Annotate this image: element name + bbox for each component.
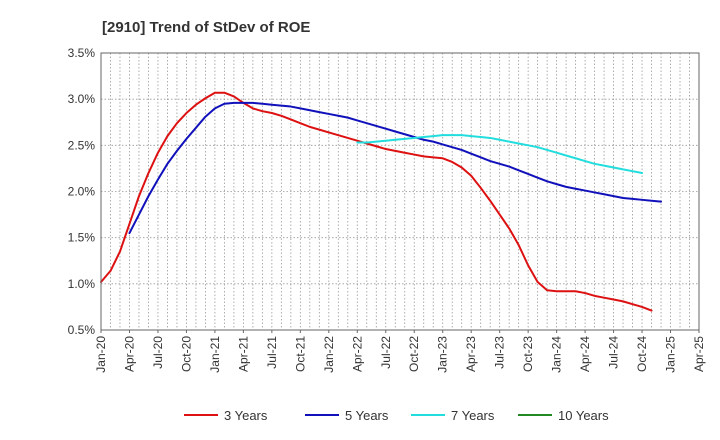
x-tick-label: Apr-21 — [236, 336, 250, 372]
y-tick-label: 1.0% — [68, 277, 96, 291]
x-tick-label: Jan-21 — [208, 336, 222, 373]
x-tick-label: Apr-23 — [464, 336, 478, 372]
x-tick-label: Jul-24 — [607, 336, 621, 369]
x-tick-label: Jul-23 — [493, 336, 507, 369]
x-tick-label: Oct-23 — [521, 336, 535, 372]
x-tick-label: Jul-21 — [265, 336, 279, 369]
x-tick-label: Jul-20 — [151, 336, 165, 369]
x-tick-label: Apr-22 — [350, 336, 364, 372]
x-tick-label: Jan-24 — [550, 336, 564, 373]
grid — [101, 53, 699, 330]
y-tick-label: 0.5% — [68, 323, 96, 337]
legend-label: 5 Years — [345, 408, 389, 423]
series-line-7-years — [356, 134, 644, 175]
x-tick-label: Apr-24 — [578, 336, 592, 372]
x-tick-label: Oct-24 — [635, 336, 649, 372]
x-tick-label: Oct-22 — [407, 336, 421, 372]
y-tick-label: 1.5% — [68, 231, 96, 245]
chart-title: [2910] Trend of StDev of ROE — [102, 19, 310, 36]
legend-label: 7 Years — [451, 408, 495, 423]
x-axis: Jan-20 Apr-20 Jul-20 Oct-20 Jan-21 Apr-21 Jul-… — [94, 330, 706, 373]
x-tick-label: Apr-25 — [692, 336, 706, 372]
x-tick-label: Jan-23 — [436, 336, 450, 373]
x-tick-label: Jan-20 — [94, 336, 108, 373]
plot-border — [100, 52, 700, 331]
x-tick-label: Jan-25 — [664, 336, 678, 373]
y-axis: 0.5% 1.0% 1.5% 2.0% 2.5% 3.0% 3.5% — [68, 46, 96, 337]
x-tick-label: Oct-21 — [293, 336, 307, 372]
y-tick-label: 2.5% — [68, 138, 96, 152]
series-lines — [100, 91, 663, 312]
y-tick-label: 3.0% — [68, 92, 96, 106]
series-line-5-years — [128, 101, 663, 235]
y-tick-label: 2.0% — [68, 185, 96, 199]
x-tick-label: Jul-22 — [379, 336, 393, 369]
x-tick-label: Apr-20 — [122, 336, 136, 372]
x-tick-label: Oct-20 — [179, 336, 193, 372]
legend-label: 10 Years — [558, 408, 609, 423]
series-line-3-years — [100, 91, 653, 312]
legend-label: 3 Years — [224, 408, 268, 423]
y-tick-label: 3.5% — [68, 46, 96, 60]
x-tick-label: Jan-22 — [322, 336, 336, 373]
legend: 3 Years 5 Years 7 Years 10 Years — [184, 408, 609, 423]
